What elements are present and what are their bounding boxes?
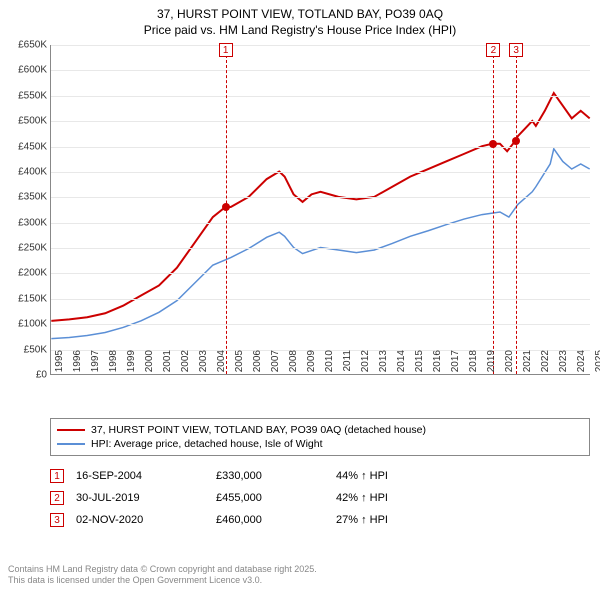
sale-price: £330,000 [216, 470, 336, 482]
x-tick-label: 1997 [90, 350, 101, 380]
x-tick-label: 2013 [378, 350, 389, 380]
legend-item: 37, HURST POINT VIEW, TOTLAND BAY, PO39 … [57, 423, 583, 437]
x-tick-label: 2005 [234, 350, 245, 380]
y-tick-label: £100K [3, 319, 47, 330]
legend-swatch [57, 429, 85, 431]
y-tick-label: £350K [3, 192, 47, 203]
sales-row: 2 30-JUL-2019£455,00042% ↑ HPI [50, 487, 590, 509]
x-tick-label: 2023 [558, 350, 569, 380]
sale-delta: 44% ↑ HPI [336, 470, 590, 482]
y-tick-label: £400K [3, 166, 47, 177]
sale-marker-dot [512, 137, 520, 145]
plot-area: 1 23 [50, 45, 590, 375]
sale-date: 16-SEP-2004 [76, 470, 216, 482]
x-tick-label: 1995 [54, 350, 65, 380]
y-tick-label: £500K [3, 116, 47, 127]
sale-delta: 42% ↑ HPI [336, 492, 590, 504]
gridline [51, 70, 590, 71]
x-tick-label: 2002 [180, 350, 191, 380]
sale-price: £455,000 [216, 492, 336, 504]
sale-row-badge: 2 [50, 491, 64, 505]
x-tick-label: 2025 [594, 350, 600, 380]
legend: 37, HURST POINT VIEW, TOTLAND BAY, PO39 … [50, 418, 590, 456]
y-tick-label: £50K [3, 344, 47, 355]
legend-item: HPI: Average price, detached house, Isle… [57, 437, 583, 451]
sale-marker-badge: 1 [219, 43, 233, 57]
y-tick-label: £450K [3, 141, 47, 152]
y-tick-label: £300K [3, 217, 47, 228]
gridline [51, 121, 590, 122]
y-tick-label: £150K [3, 293, 47, 304]
sale-marker-line [493, 45, 494, 374]
y-tick-label: £250K [3, 243, 47, 254]
sale-marker-badge: 3 [509, 43, 523, 57]
gridline [51, 197, 590, 198]
x-tick-label: 2003 [198, 350, 209, 380]
gridline [51, 273, 590, 274]
sale-marker-line [516, 45, 517, 374]
sales-table: 1 16-SEP-2004£330,00044% ↑ HPI 2 30-JUL-201… [50, 465, 590, 531]
legend-label: 37, HURST POINT VIEW, TOTLAND BAY, PO39 … [91, 424, 426, 436]
chart-title: 37, HURST POINT VIEW, TOTLAND BAY, PO39 … [0, 0, 600, 38]
x-tick-label: 2016 [432, 350, 443, 380]
sale-marker-dot [489, 140, 497, 148]
title-line-1: 37, HURST POINT VIEW, TOTLAND BAY, PO39 … [0, 6, 600, 22]
sale-delta: 27% ↑ HPI [336, 514, 590, 526]
series-hpi [51, 149, 589, 339]
series-price_paid [51, 93, 589, 321]
x-tick-label: 2001 [162, 350, 173, 380]
gridline [51, 299, 590, 300]
x-tick-label: 1999 [126, 350, 137, 380]
title-line-2: Price paid vs. HM Land Registry's House … [0, 22, 600, 38]
y-tick-label: £600K [3, 65, 47, 76]
legend-label: HPI: Average price, detached house, Isle… [91, 438, 323, 450]
x-tick-label: 2006 [252, 350, 263, 380]
sale-row-badge: 3 [50, 513, 64, 527]
x-tick-label: 2000 [144, 350, 155, 380]
gridline [51, 147, 590, 148]
y-tick-label: £550K [3, 90, 47, 101]
gridline [51, 248, 590, 249]
x-tick-label: 2024 [576, 350, 587, 380]
legend-swatch [57, 443, 85, 445]
footer-line-2: This data is licensed under the Open Gov… [8, 575, 317, 586]
footer-attribution: Contains HM Land Registry data © Crown c… [8, 564, 317, 587]
footer-line-1: Contains HM Land Registry data © Crown c… [8, 564, 317, 575]
x-tick-label: 2010 [324, 350, 335, 380]
x-tick-label: 2022 [540, 350, 551, 380]
x-tick-label: 1998 [108, 350, 119, 380]
sales-row: 1 16-SEP-2004£330,00044% ↑ HPI [50, 465, 590, 487]
x-tick-label: 2021 [522, 350, 533, 380]
x-tick-label: 2004 [216, 350, 227, 380]
sales-row: 3 02-NOV-2020£460,00027% ↑ HPI [50, 509, 590, 531]
sale-row-badge: 1 [50, 469, 64, 483]
chart-container: { "title": { "line1": "37, HURST POINT V… [0, 0, 600, 590]
gridline [51, 96, 590, 97]
sale-price: £460,000 [216, 514, 336, 526]
x-tick-label: 2008 [288, 350, 299, 380]
x-tick-label: 2012 [360, 350, 371, 380]
sale-marker-dot [222, 203, 230, 211]
sale-date: 02-NOV-2020 [76, 514, 216, 526]
x-tick-label: 2020 [504, 350, 515, 380]
gridline [51, 324, 590, 325]
x-tick-label: 2018 [468, 350, 479, 380]
chart-area: 1 23 £0 £50K £100K £150K £200K £250K £300K £350K… [0, 40, 600, 410]
x-tick-label: 2011 [342, 350, 353, 380]
gridline [51, 223, 590, 224]
x-tick-label: 1996 [72, 350, 83, 380]
x-tick-label: 2007 [270, 350, 281, 380]
x-tick-label: 2014 [396, 350, 407, 380]
x-tick-label: 2009 [306, 350, 317, 380]
sale-date: 30-JUL-2019 [76, 492, 216, 504]
y-tick-label: £650K [3, 40, 47, 51]
y-tick-label: £0 [3, 370, 47, 381]
x-tick-label: 2019 [486, 350, 497, 380]
x-tick-label: 2017 [450, 350, 461, 380]
sale-marker-badge: 2 [486, 43, 500, 57]
x-tick-label: 2015 [414, 350, 425, 380]
gridline [51, 172, 590, 173]
y-tick-label: £200K [3, 268, 47, 279]
